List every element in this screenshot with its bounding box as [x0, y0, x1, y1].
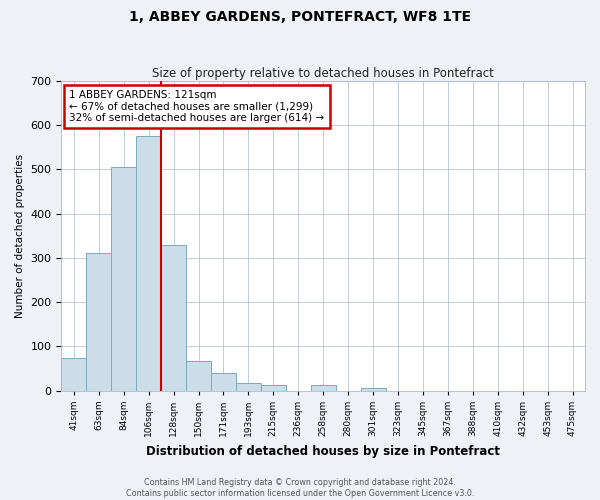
Bar	[86, 253, 111, 391]
Bar	[161, 246, 186, 391]
Bar	[236, 383, 261, 391]
Bar	[61, 358, 86, 391]
Bar	[111, 167, 136, 391]
Bar	[311, 386, 335, 391]
Text: 1, ABBEY GARDENS, PONTEFRACT, WF8 1TE: 1, ABBEY GARDENS, PONTEFRACT, WF8 1TE	[129, 10, 471, 24]
Bar	[136, 136, 161, 391]
Text: 1 ABBEY GARDENS: 121sqm
← 67% of detached houses are smaller (1,299)
32% of semi: 1 ABBEY GARDENS: 121sqm ← 67% of detache…	[69, 90, 325, 123]
Text: Contains HM Land Registry data © Crown copyright and database right 2024.
Contai: Contains HM Land Registry data © Crown c…	[126, 478, 474, 498]
X-axis label: Distribution of detached houses by size in Pontefract: Distribution of detached houses by size …	[146, 444, 500, 458]
Y-axis label: Number of detached properties: Number of detached properties	[15, 154, 25, 318]
Bar	[186, 360, 211, 391]
Bar	[211, 373, 236, 391]
Title: Size of property relative to detached houses in Pontefract: Size of property relative to detached ho…	[152, 66, 494, 80]
Bar	[361, 388, 386, 391]
Bar	[261, 385, 286, 391]
